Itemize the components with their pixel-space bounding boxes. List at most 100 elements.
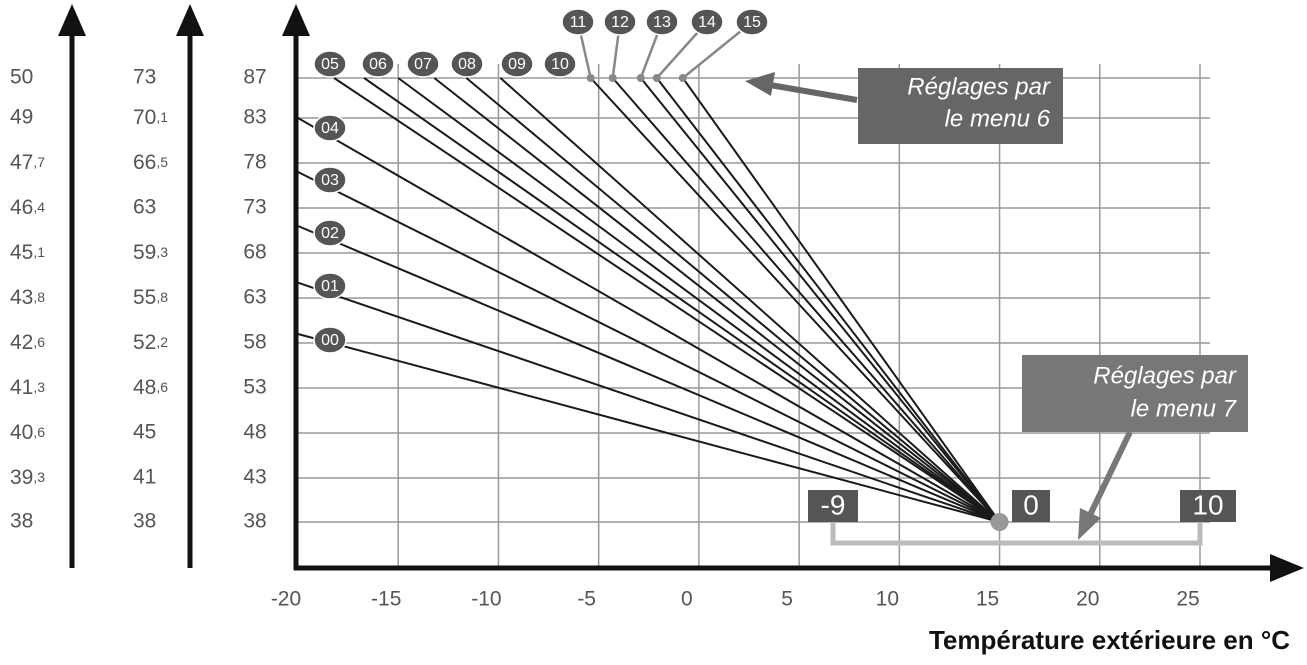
y-tick-label: 63 [243,286,266,309]
curve [297,333,1000,523]
y-tick-label: 68 [243,241,266,264]
y-tick-label: 78 [243,151,266,174]
side-scale-label: 45 [133,421,156,444]
x-tick-label: 20 [1076,588,1099,611]
curve-label-bg [543,50,577,78]
annotation: Réglages par [907,73,1051,100]
side-scale-label: 39,3 [10,466,45,489]
side-scale-label: 40,6 [10,421,45,444]
curve [465,77,1001,523]
annotation-box [858,68,1063,144]
arrow-head [282,4,310,36]
y-tick-label: 38 [243,510,266,533]
arrow-head [176,4,204,36]
curve [363,77,1001,523]
curve-label: 02 [321,225,339,242]
x-tick-label: -10 [471,588,501,611]
curve-label: 04 [321,120,339,137]
curve-label-bg [500,50,534,78]
side-scale-label: 38 [10,510,33,533]
curve-label: 06 [369,56,387,73]
side-scale-label: 55,8 [133,286,168,309]
curve-label: 10 [551,56,569,73]
curve [589,77,1001,523]
side-scale-label: 46,4 [10,196,45,219]
side-scale-label: 43,8 [10,286,45,309]
value-box [1012,490,1050,522]
curve-label-bg [603,8,637,36]
curve-label: 12 [611,14,629,31]
pivot-point [990,513,1009,531]
curve-label-bg [313,50,347,78]
bracket [830,522,1203,546]
x-tick-label: 15 [976,588,999,611]
side-scale-label: 63 [133,196,156,219]
curve-label: 07 [414,56,432,73]
annotation-arrow [769,82,858,103]
curve-label: 08 [458,56,476,73]
curve-label: 14 [698,14,716,31]
curve-start [586,74,595,82]
side-scale-label: 49 [10,106,33,129]
curve [499,77,1001,523]
side-scale-label: 59,3 [133,241,168,264]
curve [297,171,1001,523]
curve [611,77,1001,523]
curve-label-bg [361,50,395,78]
menu7-value: -9 [821,489,846,520]
side-scale-label: 66,5 [133,151,168,174]
curve-start [636,74,645,82]
value-box [1180,490,1236,522]
y-tick-label: 87 [243,66,266,89]
curve-label-bg [313,166,347,194]
y-tick-label: 53 [243,376,266,399]
curve-label-bg [450,50,484,78]
curve-label-bg [406,50,440,78]
value-box [808,490,858,522]
curve [656,77,1001,523]
curve [682,77,1001,523]
side-scale-label: 48,6 [133,376,168,399]
x-axis-label: Température extérieure en °C [929,625,1290,655]
curve-label-bg [561,8,595,36]
curve-label-bg [313,219,347,247]
curve-label-bg [313,272,347,300]
curve [297,225,1000,523]
side-scale-label: 38 [133,510,156,533]
curve-label: 00 [321,332,339,349]
curve [297,117,1001,523]
curve-label-bg [690,8,724,36]
x-tick-label: 10 [876,588,899,611]
curve-label: 01 [321,278,339,295]
curve-label: 15 [743,14,761,31]
arrow-head [1078,508,1101,540]
x-tick-label: -20 [271,588,301,611]
curve-label: 13 [653,14,671,31]
side-scale-label: 70,1 [133,106,168,129]
x-tick-label: 0 [681,588,693,611]
annotation: le menu 6 [945,105,1051,132]
curve-label: 03 [321,172,339,189]
annotation-arrow [1087,430,1133,517]
x-tick-label: 25 [1176,588,1199,611]
curve [297,281,1000,523]
curve-label: 11 [570,14,587,31]
arrow-head [745,72,775,96]
curve-label-bg [313,114,347,142]
annotation: Réglages par [1093,362,1237,389]
curve [333,77,1001,523]
curve-label-bg [735,8,769,36]
curve [433,77,1001,523]
annotation: le menu 7 [1131,395,1238,422]
curve-label-bg [313,326,347,354]
axes [58,4,1304,582]
curve-start [678,74,687,82]
side-scale-label: 73 [133,66,156,89]
curve-start [608,74,617,82]
curve-label: 05 [321,56,339,73]
side-scale-label: 41 [133,466,156,489]
y-tick-label: 58 [243,331,266,354]
arrow-head [58,4,86,36]
side-scale-label: 47,7 [10,151,45,174]
